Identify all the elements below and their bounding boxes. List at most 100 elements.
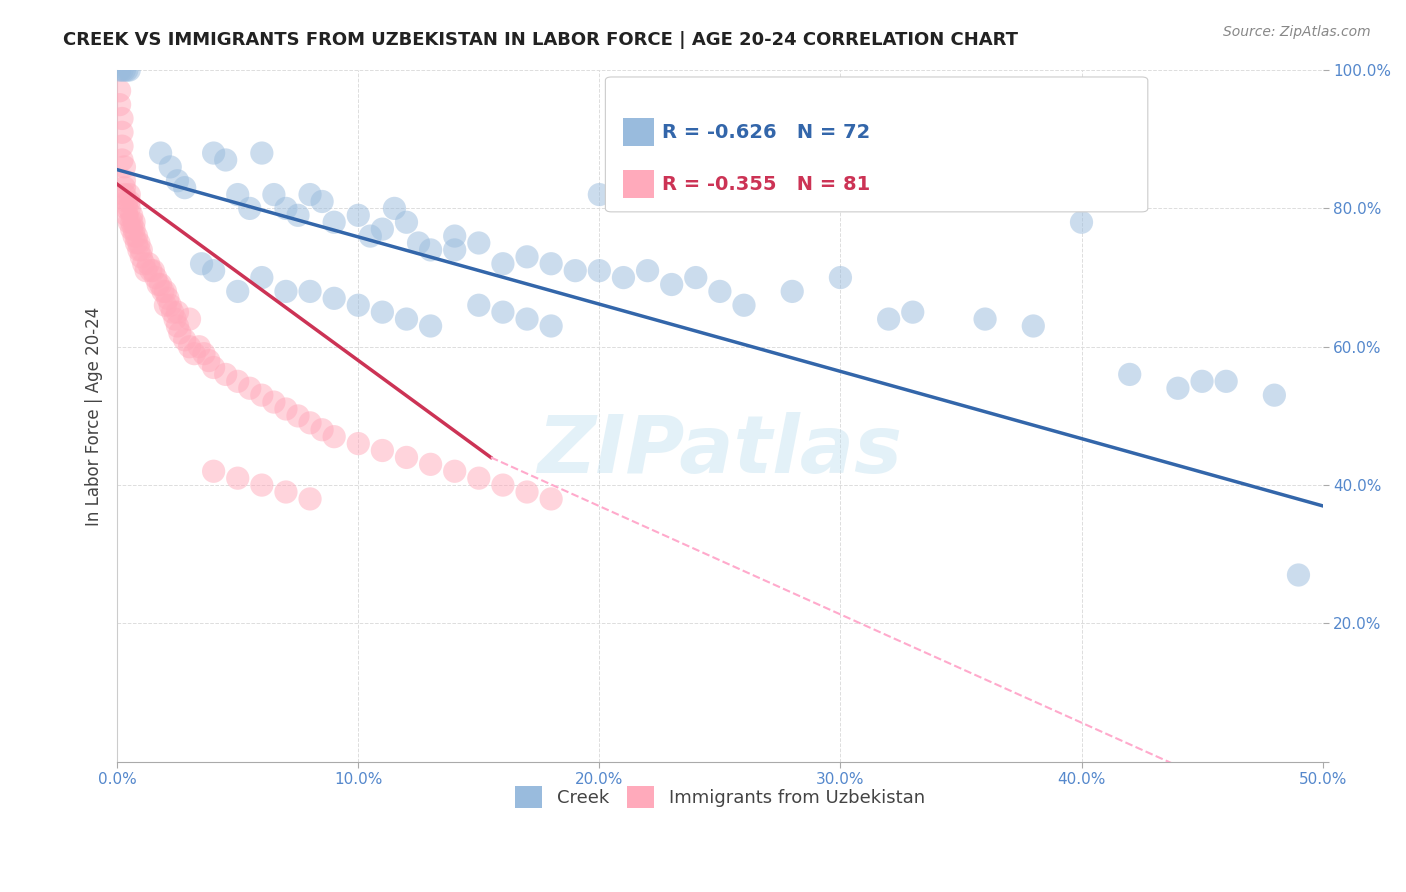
Point — [108, 97, 131, 112]
Point — [152, 285, 174, 299]
Point — [419, 318, 441, 333]
Point — [239, 381, 262, 395]
Point — [311, 423, 333, 437]
Point — [299, 187, 322, 202]
Point — [115, 202, 138, 216]
Point — [492, 478, 515, 492]
Point — [169, 326, 191, 340]
Point — [323, 215, 346, 229]
Point — [183, 346, 205, 360]
Point — [287, 409, 309, 423]
Point — [780, 285, 803, 299]
Point — [112, 187, 135, 202]
Point — [274, 202, 297, 216]
Point — [122, 229, 145, 244]
Point — [132, 257, 155, 271]
Point — [166, 318, 188, 333]
Point — [830, 270, 852, 285]
Point — [419, 243, 441, 257]
Point — [274, 485, 297, 500]
Point — [1167, 381, 1189, 395]
Point — [198, 353, 221, 368]
Point — [190, 257, 212, 271]
Point — [371, 443, 394, 458]
Point — [111, 112, 134, 126]
Point — [112, 180, 135, 194]
FancyBboxPatch shape — [623, 119, 654, 146]
Point — [121, 222, 143, 236]
Point — [371, 305, 394, 319]
Point — [263, 187, 285, 202]
Point — [395, 450, 418, 465]
Point — [564, 263, 586, 277]
Text: Source: ZipAtlas.com: Source: ZipAtlas.com — [1223, 25, 1371, 39]
Point — [173, 180, 195, 194]
Point — [139, 263, 162, 277]
Point — [138, 257, 160, 271]
Point — [347, 208, 370, 222]
Point — [118, 63, 141, 78]
Point — [149, 146, 172, 161]
Point — [877, 312, 900, 326]
Point — [179, 340, 201, 354]
Point — [166, 174, 188, 188]
Point — [202, 464, 225, 478]
Point — [443, 243, 465, 257]
Point — [359, 229, 381, 244]
Point — [112, 160, 135, 174]
Point — [239, 202, 262, 216]
Point — [661, 277, 683, 292]
Point — [128, 243, 150, 257]
Point — [188, 340, 211, 354]
Point — [156, 291, 179, 305]
Point — [111, 125, 134, 139]
Point — [142, 263, 165, 277]
Point — [395, 215, 418, 229]
Point — [468, 298, 491, 312]
Point — [733, 298, 755, 312]
Point — [540, 491, 562, 506]
Point — [118, 187, 141, 202]
Point — [122, 215, 145, 229]
Point — [311, 194, 333, 209]
Point — [1263, 388, 1285, 402]
Point — [323, 291, 346, 305]
Point — [193, 346, 215, 360]
Point — [347, 436, 370, 450]
Point — [135, 263, 157, 277]
Text: ZIPatlas: ZIPatlas — [537, 411, 903, 490]
Point — [492, 305, 515, 319]
Point — [118, 194, 141, 209]
Point — [122, 222, 145, 236]
Point — [299, 491, 322, 506]
Point — [588, 187, 610, 202]
FancyBboxPatch shape — [623, 170, 654, 198]
Point — [588, 263, 610, 277]
Point — [129, 250, 152, 264]
Point — [540, 257, 562, 271]
Point — [274, 402, 297, 417]
Point — [125, 229, 148, 244]
Legend: Creek, Immigrants from Uzbekistan: Creek, Immigrants from Uzbekistan — [508, 779, 932, 815]
Point — [111, 153, 134, 167]
Point — [145, 270, 167, 285]
Point — [226, 375, 249, 389]
Point — [112, 174, 135, 188]
Point — [516, 485, 538, 500]
Point — [146, 277, 169, 292]
Point — [540, 318, 562, 333]
Text: CREEK VS IMMIGRANTS FROM UZBEKISTAN IN LABOR FORCE | AGE 20-24 CORRELATION CHART: CREEK VS IMMIGRANTS FROM UZBEKISTAN IN L… — [63, 31, 1018, 49]
Point — [299, 416, 322, 430]
Point — [443, 464, 465, 478]
Point — [129, 243, 152, 257]
Text: R = -0.355   N = 81: R = -0.355 N = 81 — [662, 175, 870, 194]
Point — [516, 250, 538, 264]
Point — [468, 471, 491, 485]
Point — [118, 215, 141, 229]
Point — [111, 63, 134, 78]
Point — [202, 263, 225, 277]
Point — [443, 229, 465, 244]
Point — [215, 368, 238, 382]
Point — [1118, 368, 1140, 382]
Point — [468, 235, 491, 250]
